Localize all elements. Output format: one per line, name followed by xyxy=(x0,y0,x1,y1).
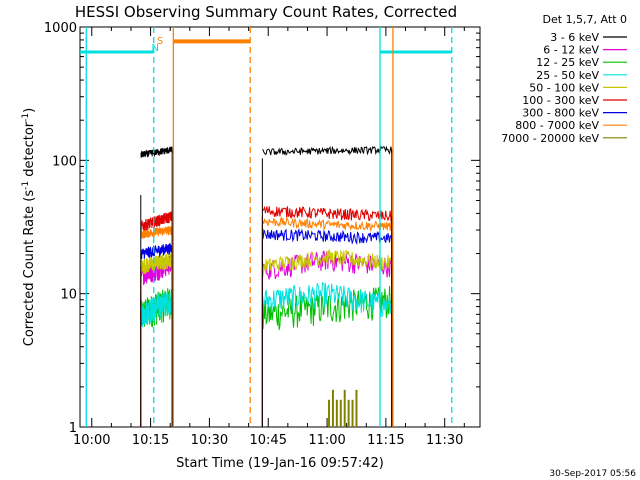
y-axis-label-main: Corrected Count Rate (s xyxy=(22,190,37,347)
legend-label: 12 - 25 keV xyxy=(536,56,599,69)
y-tick-label: 10 xyxy=(60,288,77,303)
y-tick-label: 100 xyxy=(52,154,77,169)
x-axis-label: Start Time (19-Jan-16 09:57:42) xyxy=(176,456,384,471)
y-axis-label-mid: detector xyxy=(22,121,37,181)
y-tick-label: 1 xyxy=(69,421,77,436)
series-line xyxy=(140,146,173,158)
x-tick-label: 11:00 xyxy=(308,433,345,448)
flag-label-n: N xyxy=(152,43,159,54)
series-line xyxy=(140,253,173,275)
series-line xyxy=(261,285,393,330)
x-tick-label: 10:30 xyxy=(191,433,228,448)
y-axis-label: Corrected Count Rate (s-1 detector-1) xyxy=(21,108,37,346)
y-axis-label-sup1: -1 xyxy=(21,181,31,190)
legend-header: Det 1,5,7, Att 0 xyxy=(543,13,627,26)
x-tick-label: 11:15 xyxy=(367,433,404,448)
y-axis: 1 10 100 1000 xyxy=(44,21,480,436)
legend-label: 6 - 12 keV xyxy=(543,44,599,57)
x-tick-label: 11:30 xyxy=(426,433,463,448)
series-line xyxy=(140,225,173,239)
series-line xyxy=(262,145,393,156)
legend-label: 50 - 100 keV xyxy=(529,81,599,94)
x-axis: 10:00 10:15 10:30 10:45 11:00 11:15 11:30 xyxy=(73,27,465,448)
plot-frame xyxy=(79,26,481,428)
flag-label-s: S xyxy=(157,36,163,47)
series-line xyxy=(140,289,173,328)
series-line xyxy=(140,243,173,260)
series-line xyxy=(261,249,393,274)
legend-label: 7000 - 20000 keV xyxy=(501,132,599,145)
chart-title: HESSI Observing Summary Count Rates, Cor… xyxy=(75,3,457,21)
legend-label: 100 - 300 keV xyxy=(522,94,599,107)
series-line xyxy=(140,211,173,231)
series-layer xyxy=(140,145,393,427)
series-line xyxy=(262,216,393,232)
y-axis-label-end: ) xyxy=(22,108,37,113)
legend-label: 300 - 800 keV xyxy=(522,107,599,120)
series-line xyxy=(261,205,393,222)
x-tick-label: 10:15 xyxy=(132,433,169,448)
legend-label: 800 - 7000 keV xyxy=(515,119,599,132)
series-line xyxy=(261,227,393,245)
legend-label: 3 - 6 keV xyxy=(550,31,599,44)
y-axis-label-sup2: -1 xyxy=(21,113,31,122)
state-layer: SN xyxy=(80,27,453,427)
footer-date: 30-Sep-2017 05:56 xyxy=(549,469,636,479)
legend-label: 25 - 50 keV xyxy=(536,69,599,82)
x-tick-label: 10:45 xyxy=(250,433,287,448)
y-tick-label: 1000 xyxy=(44,21,77,36)
x-tick-label: 10:00 xyxy=(73,433,110,448)
series-line xyxy=(261,282,393,317)
